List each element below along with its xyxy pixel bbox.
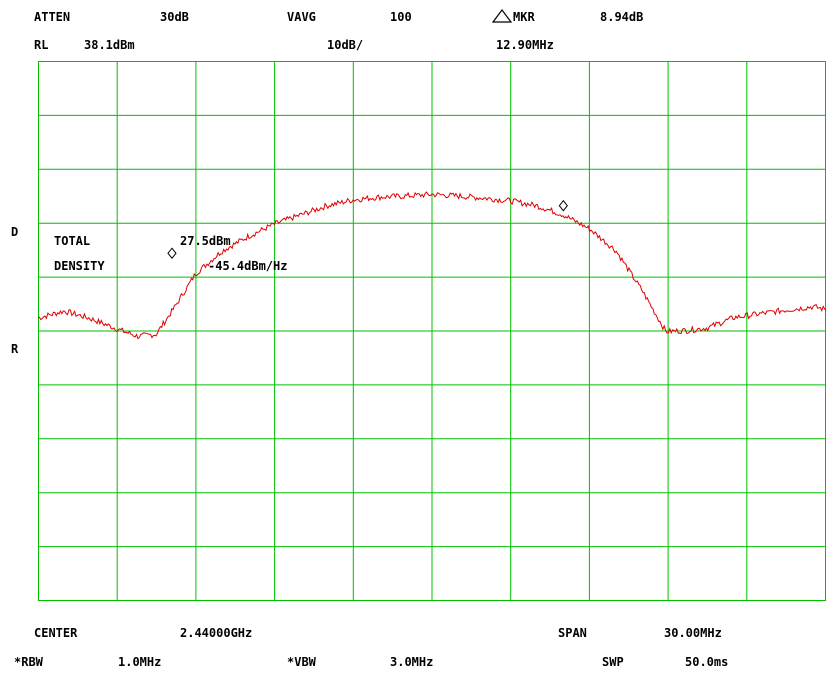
span-value: 30.00MHz <box>664 626 722 640</box>
vbw-label: *VBW <box>287 655 316 669</box>
center-frequency-value: 2.44000GHz <box>180 626 253 640</box>
rbw-value: 1.0MHz <box>118 655 162 669</box>
detector-indicator-r: R <box>11 342 19 356</box>
rbw-label: *RBW <box>14 655 43 669</box>
atten-value: 30dB <box>160 10 189 24</box>
center-frequency-label: CENTER <box>34 626 78 640</box>
vbw-value: 3.0MHz <box>390 655 434 669</box>
density-value: -45.4dBm/Hz <box>208 259 288 273</box>
spectrum-display <box>38 61 826 601</box>
total-power-label: TOTAL <box>54 234 91 248</box>
marker-frequency: 12.90MHz <box>496 38 554 52</box>
reference-level-value: 38.1dBm <box>84 38 135 52</box>
spectrum-plot <box>38 61 826 601</box>
detector-indicator-d: D <box>11 225 19 239</box>
reference-marker-icon <box>167 247 177 260</box>
span-label: SPAN <box>558 626 587 640</box>
marker-value: 8.94dB <box>600 10 644 24</box>
delta-marker-icon <box>558 199 568 212</box>
total-power-value: 27.5dBm <box>180 234 231 248</box>
atten-label: ATTEN <box>34 10 71 24</box>
reference-level-label: RL <box>34 38 49 52</box>
vavg-value: 100 <box>390 10 412 24</box>
sweep-time-label: SWP <box>602 655 624 669</box>
density-label: DENSITY <box>54 259 105 273</box>
vavg-label: VAVG <box>287 10 316 24</box>
spectrum-trace <box>38 191 826 340</box>
delta-icon <box>492 9 512 23</box>
scale-per-division: 10dB/ <box>327 38 364 52</box>
sweep-time-value: 50.0ms <box>685 655 729 669</box>
marker-label: MKR <box>513 10 535 24</box>
